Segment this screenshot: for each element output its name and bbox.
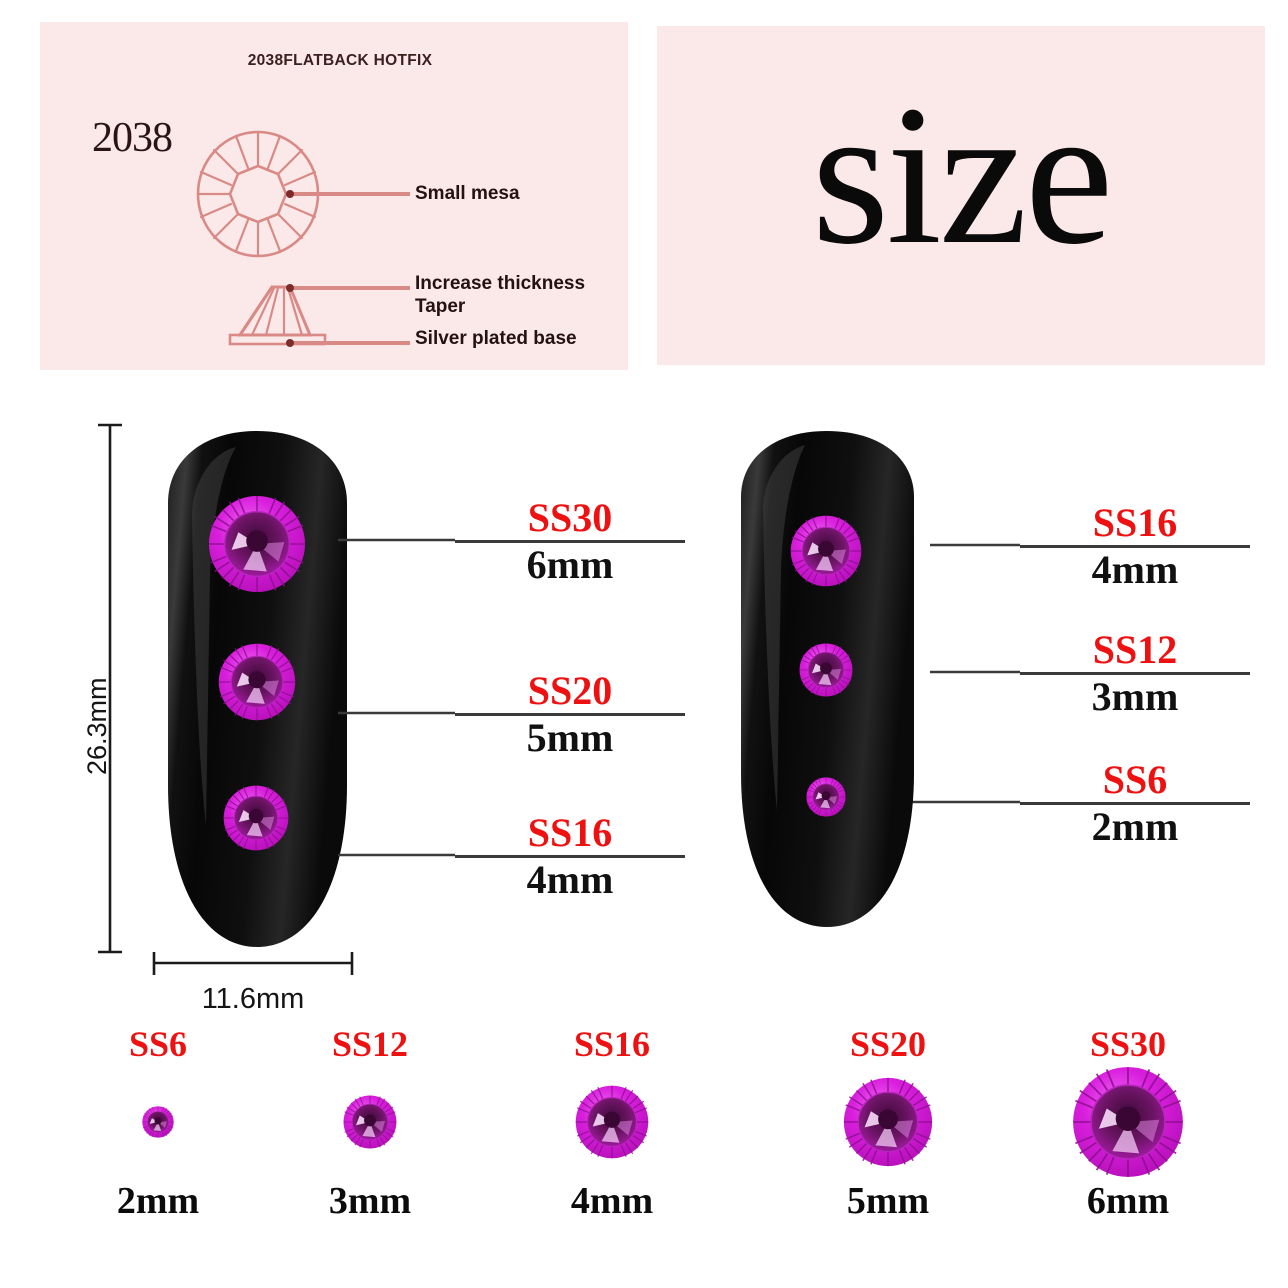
swatch-gem-wrap xyxy=(88,1062,228,1182)
gem-swatch-icon xyxy=(1072,1066,1184,1178)
swatch-ss-label: SS20 xyxy=(849,1024,927,1064)
swatch-gem-wrap xyxy=(1058,1062,1198,1182)
callout-ss-label: SS16 xyxy=(527,810,613,855)
gem-right-ss16 xyxy=(790,515,862,587)
swatch-ss-label: SS6 xyxy=(128,1024,188,1064)
diagram-title: 2038FLATBACK HOTFIX xyxy=(247,52,433,69)
callout-rule xyxy=(455,855,685,858)
callout-left-ss20: SS20 5mm xyxy=(455,671,685,759)
size-heading-panel: size xyxy=(657,26,1265,365)
gem-swatch-icon xyxy=(343,1095,397,1149)
gem-left-ss20 xyxy=(218,643,296,721)
swatch-mm-label: 2mm xyxy=(116,1180,200,1222)
callout-right-ss6: SS6 2mm xyxy=(1020,760,1250,848)
callout-mm-label: 4mm xyxy=(526,857,614,902)
nail-left-with-rhinestones xyxy=(168,431,347,947)
swatch-ss16: SS16 4mm xyxy=(542,1026,682,1220)
gem-swatch-icon xyxy=(575,1085,649,1159)
callout-right-ss16: SS16 4mm xyxy=(1020,503,1250,591)
swatch-mm-label: 6mm xyxy=(1086,1180,1170,1222)
swatch-gem-wrap xyxy=(542,1062,682,1182)
callout-mm-label: 2mm xyxy=(1091,804,1179,849)
gem-swatch-icon xyxy=(843,1077,933,1167)
gem-left-ss30 xyxy=(208,495,306,593)
callout-mm-label: 6mm xyxy=(526,542,614,587)
swatch-gem-wrap xyxy=(300,1062,440,1182)
swatch-mm-label: 5mm xyxy=(846,1180,930,1222)
callout-rule xyxy=(455,540,685,543)
callout-ss-label: SS12 xyxy=(1092,627,1178,672)
callout-left-ss16: SS16 4mm xyxy=(455,813,685,901)
callout-ss-label: SS30 xyxy=(527,495,613,540)
callout-rule xyxy=(1020,802,1250,805)
swatch-gem-wrap xyxy=(818,1062,958,1182)
swatch-ss6: SS6 2mm xyxy=(88,1026,228,1220)
label-small-mesa: Small mesa xyxy=(415,183,520,204)
nail-right-with-rhinestones xyxy=(741,431,914,927)
callout-mm-label: 5mm xyxy=(526,715,614,760)
nail-left-highlight xyxy=(192,447,236,825)
callout-ss-label: SS6 xyxy=(1102,757,1168,802)
callout-ss-label: SS20 xyxy=(527,668,613,713)
swatch-mm-label: 4mm xyxy=(570,1180,654,1222)
label-taper: Taper xyxy=(415,296,466,317)
callout-rule xyxy=(1020,545,1250,548)
callout-left-ss30: SS30 6mm xyxy=(455,498,685,586)
swatch-ss30: SS30 6mm xyxy=(1058,1026,1198,1220)
size-heading-text: size xyxy=(811,65,1114,286)
callout-ss-label: SS16 xyxy=(1092,500,1178,545)
dimension-height-label: 26.3mm xyxy=(82,677,112,775)
dimension-width-label: 11.6mm xyxy=(201,983,305,1015)
swatch-ss20: SS20 5mm xyxy=(818,1026,958,1220)
callout-right-ss12: SS12 3mm xyxy=(1020,630,1250,718)
diagram-product-code: 2038 xyxy=(92,115,173,161)
swatch-ss-label: SS16 xyxy=(573,1024,651,1064)
gem-swatch-icon xyxy=(142,1106,174,1138)
swatch-ss-label: SS30 xyxy=(1089,1024,1167,1064)
flatback-schematic xyxy=(196,130,410,347)
callout-rule xyxy=(455,713,685,716)
callout-mm-label: 4mm xyxy=(1091,547,1179,592)
dimension-width xyxy=(152,952,354,975)
gem-right-ss6 xyxy=(806,777,846,817)
swatch-mm-label: 3mm xyxy=(328,1180,412,1222)
flatback-diagram-panel: 2038FLATBACK HOTFIX 2038 xyxy=(40,22,628,370)
swatch-ss12: SS12 3mm xyxy=(300,1026,440,1220)
gem-left-ss16 xyxy=(223,785,289,851)
nail-right-highlight xyxy=(763,445,805,811)
swatch-ss-label: SS12 xyxy=(331,1024,409,1064)
callout-rule xyxy=(1020,672,1250,675)
label-silver-plated-base: Silver plated base xyxy=(415,328,577,349)
label-increase-thickness: Increase thickness xyxy=(415,273,586,294)
gem-right-ss12 xyxy=(799,643,853,697)
callout-mm-label: 3mm xyxy=(1091,674,1179,719)
